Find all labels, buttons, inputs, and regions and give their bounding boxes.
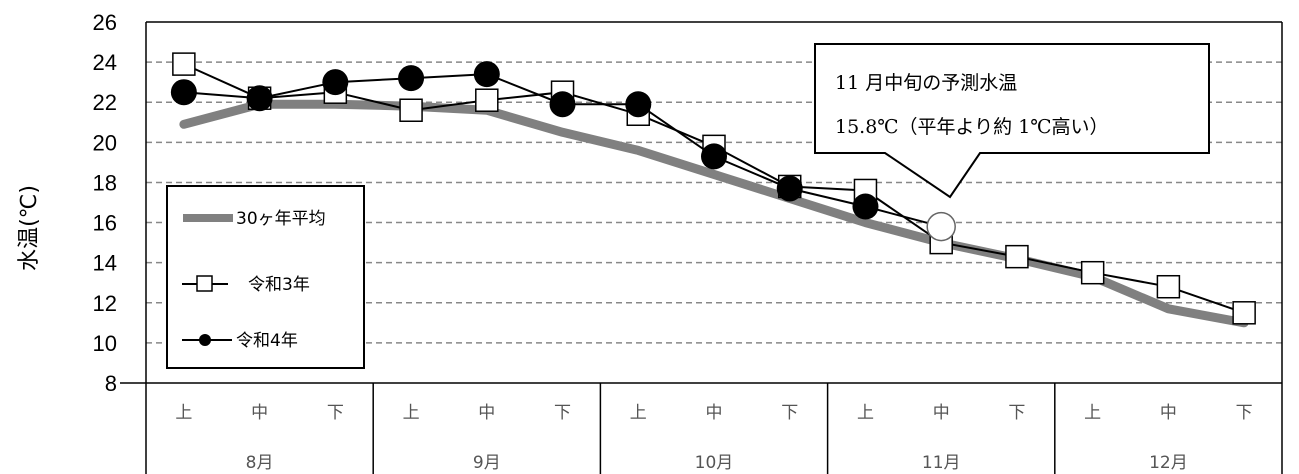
x-period-label-9: 上	[857, 403, 874, 423]
x-period-label-10: 中	[933, 403, 950, 423]
x-period-label-14: 下	[1236, 403, 1253, 423]
reiwa4-point-6	[625, 91, 652, 118]
x-period-label-6: 上	[630, 403, 647, 423]
x-axis-table: 8月 9月 10月 11月 12月 上 中 下 上 中 下 上 中 下 上 中 下 上 中 下	[120, 382, 1283, 474]
x-period-label-4: 中	[478, 403, 495, 423]
x-period-label-0: 上	[175, 403, 192, 423]
y-tick-label-8: 8	[105, 371, 117, 396]
x-month-label-12月: 12月	[1149, 453, 1188, 473]
x-period-label-11: 下	[1008, 403, 1025, 423]
x-month-label-8月: 8月	[246, 453, 274, 473]
reiwa4-point-8	[776, 175, 803, 202]
y-tick-label-10: 10	[93, 331, 117, 356]
legend-item-reiwa4: 令和4年	[182, 331, 298, 351]
y-tick-label-26: 26	[93, 10, 117, 35]
line-30yr-average	[179, 99, 1249, 328]
y-axis-label: 水温(℃)	[17, 185, 42, 271]
callout-line-2: 15.8℃（平年より約 1℃高い）	[835, 116, 1109, 138]
reiwa4-point-5	[549, 91, 576, 118]
forecast-point	[865, 205, 956, 242]
reiwa4-point-0	[170, 79, 197, 106]
reiwa4-point-1	[246, 85, 273, 112]
legend-label-reiwa4: 令和4年	[236, 331, 298, 351]
y-tick-label-22: 22	[93, 90, 117, 115]
reiwa3-point-11	[1005, 244, 1029, 269]
y-tick-label-12: 12	[93, 291, 117, 316]
reiwa3-point-4	[475, 88, 499, 112]
x-period-label-2: 下	[327, 403, 344, 423]
x-month-label-9月: 9月	[473, 453, 501, 473]
x-period-label-8: 下	[781, 403, 798, 423]
reiwa3-point-13	[1156, 274, 1181, 299]
callout-line-1: 11 月中旬の予測水温	[835, 72, 1017, 94]
forecast-point-10	[926, 211, 956, 242]
legend-label-reiwa3: 令和3年	[248, 275, 310, 295]
y-tick-label-14: 14	[93, 251, 117, 276]
x-period-label-1: 中	[251, 403, 268, 423]
x-period-label-12: 上	[1084, 403, 1101, 423]
series-reiwa4	[170, 61, 879, 220]
x-period-label-3: 上	[403, 403, 420, 423]
y-tick-label-24: 24	[93, 50, 117, 75]
legend-item-30yr-average: 30ヶ年平均	[183, 209, 326, 229]
x-month-label-11月: 11月	[922, 453, 961, 473]
legend-label-30yr-average: 30ヶ年平均	[236, 209, 326, 229]
y-tick-label-18: 18	[93, 170, 117, 195]
reiwa4-point-7	[701, 143, 727, 170]
reiwa4-point-3	[398, 65, 425, 92]
y-axis: 8 10 12 14 16 18 20 22 24 26	[93, 10, 117, 396]
x-period-label-7: 中	[706, 403, 723, 423]
reiwa3-point-14	[1232, 301, 1256, 325]
y-tick-label-16: 16	[93, 211, 117, 236]
x-month-label-10月: 10月	[695, 453, 734, 473]
reiwa4-point-4	[473, 61, 500, 88]
forecast-callout: 11 月中旬の予測水温 15.8℃（平年より約 1℃高い）	[814, 43, 1210, 199]
legend: 30ヶ年平均 令和3年 令和4年	[166, 185, 365, 369]
x-period-label-5: 下	[554, 403, 571, 423]
legend-item-reiwa3: 令和3年	[182, 275, 310, 295]
reiwa4-point-2	[322, 69, 349, 96]
y-tick-label-20: 20	[93, 130, 117, 155]
callout-box	[814, 43, 1210, 199]
reiwa3-point-0	[172, 52, 196, 76]
line-reiwa3-reiwa4-connector	[183, 73, 866, 208]
gridlines	[145, 21, 1283, 474]
svg-text:水温(℃): 水温(℃)	[17, 185, 42, 271]
x-period-label-13: 中	[1160, 403, 1177, 423]
reiwa3-point-12	[1080, 260, 1105, 285]
reiwa3-point-3	[399, 98, 423, 122]
series-30yr-average	[179, 99, 1249, 328]
